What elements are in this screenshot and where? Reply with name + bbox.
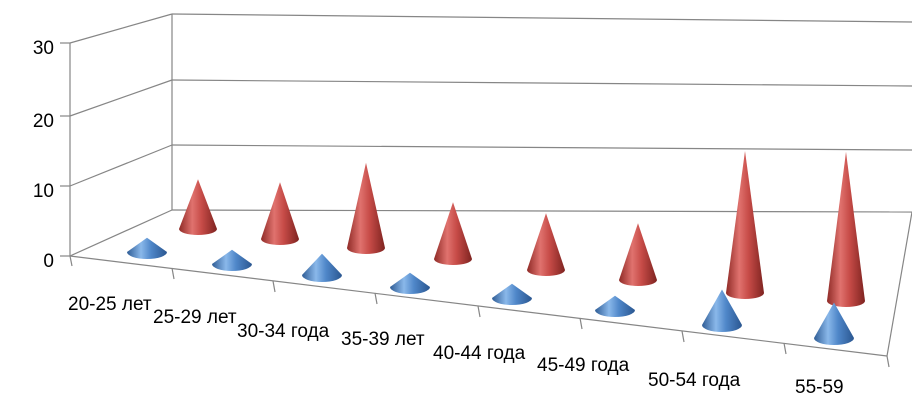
blue-cone-8 bbox=[814, 302, 854, 345]
red-cone-8 bbox=[827, 151, 865, 307]
gridline-20 bbox=[69, 79, 173, 117]
gridline-20-back bbox=[171, 79, 912, 87]
x-tick-mark bbox=[579, 317, 583, 330]
y-tick-label: 0 bbox=[43, 251, 54, 272]
gridline-0 bbox=[69, 209, 173, 257]
blue-cone-6 bbox=[595, 295, 635, 317]
gridline-10 bbox=[69, 144, 173, 187]
x-tick-label: 20-25 лет bbox=[68, 294, 152, 315]
blue-cone-7 bbox=[702, 289, 742, 332]
gridline-30-back bbox=[171, 13, 912, 23]
y-axis-ticks: 0 10 20 30 bbox=[33, 38, 70, 272]
red-cone-1-body bbox=[179, 179, 217, 235]
x-tick-mark bbox=[681, 330, 685, 343]
red-cone-2-body bbox=[261, 182, 299, 245]
red-cone-5 bbox=[527, 213, 565, 276]
x-tick-label: 40-44 года bbox=[433, 343, 526, 364]
blue-cone-4-body bbox=[390, 272, 430, 294]
blue-cone-3 bbox=[302, 253, 342, 282]
x-tick-label: 55-59 bbox=[795, 377, 844, 398]
x-tick-label: 30-34 года bbox=[237, 321, 330, 342]
blue-cone-2-body bbox=[212, 249, 252, 271]
red-cone-6 bbox=[619, 223, 657, 286]
x-tick-label: 45-49 года bbox=[537, 355, 630, 376]
red-cone-8-body bbox=[827, 151, 865, 307]
gridline-0-back bbox=[171, 209, 912, 213]
blue-cone-1-body bbox=[127, 237, 167, 259]
x-tick-mark bbox=[783, 342, 787, 355]
x-tick-mark bbox=[171, 267, 175, 280]
x-tick-mark bbox=[272, 280, 276, 293]
blue-cone-5-body bbox=[492, 283, 532, 305]
blue-cone-8-body bbox=[814, 302, 854, 345]
red-cone-4-body bbox=[434, 202, 472, 265]
red-cone-1 bbox=[179, 179, 217, 235]
y-tick-label: 30 bbox=[33, 38, 54, 59]
red-cone-7 bbox=[726, 151, 764, 299]
x-tick-mark bbox=[477, 305, 481, 318]
x-tick-mark bbox=[69, 255, 73, 267]
x-axis-ticks: 20-25 лет 25-29 лет 30-34 года 35-39 лет… bbox=[68, 255, 890, 398]
red-cone-6-body bbox=[619, 223, 657, 286]
gridline-10-back bbox=[171, 144, 912, 151]
y-tick-label: 10 bbox=[33, 181, 54, 202]
x-tick-label: 35-39 лет bbox=[341, 329, 425, 350]
blue-cone-6-body bbox=[595, 295, 635, 317]
red-cone-3-body bbox=[347, 162, 385, 254]
red-cone-5-body bbox=[527, 213, 565, 276]
blue-cone-2 bbox=[212, 249, 252, 271]
blue-cone-5 bbox=[492, 283, 532, 305]
cones-layer bbox=[127, 151, 865, 345]
x-tick-label: 50-54 года bbox=[648, 370, 741, 391]
blue-cone-3-body bbox=[302, 253, 342, 282]
red-cone-2 bbox=[261, 182, 299, 245]
blue-cone-4 bbox=[390, 272, 430, 294]
blue-cone-1 bbox=[127, 237, 167, 259]
red-cone-4 bbox=[434, 202, 472, 265]
red-cone-3 bbox=[347, 162, 385, 254]
y-tick-label: 20 bbox=[33, 111, 54, 132]
x-tick-label: 25-29 лет bbox=[153, 307, 237, 328]
floor-right-edge bbox=[886, 211, 912, 357]
x-tick-mark bbox=[374, 292, 378, 305]
red-cone-7-body bbox=[726, 151, 764, 299]
blue-cone-7-body bbox=[702, 289, 742, 332]
x-tick-mark bbox=[886, 355, 890, 368]
gridline-30 bbox=[69, 13, 173, 44]
